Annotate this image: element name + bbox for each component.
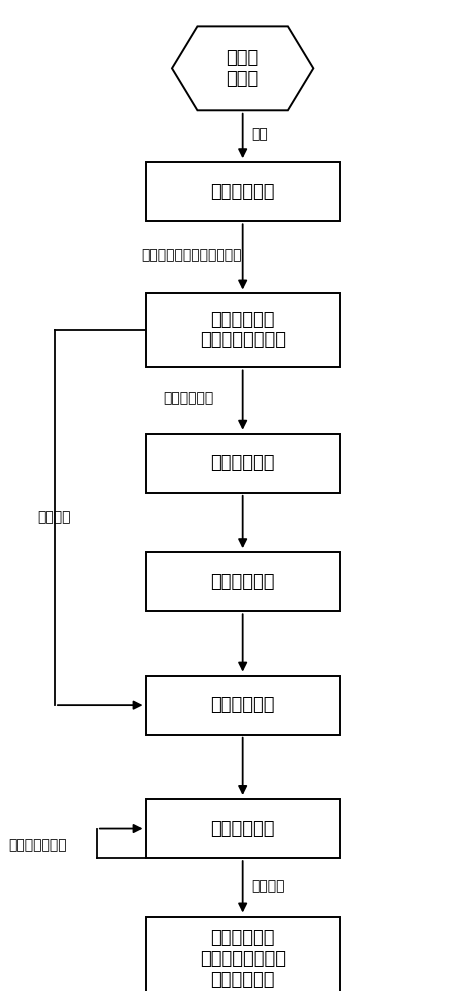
Text: 入口来
车检测: 入口来 车检测 xyxy=(226,49,259,88)
Bar xyxy=(145,162,340,221)
Text: 欠费信息提示: 欠费信息提示 xyxy=(211,454,275,472)
Bar xyxy=(145,676,340,735)
Polygon shape xyxy=(172,26,313,110)
Text: 车辆信息检测: 车辆信息检测 xyxy=(211,183,275,201)
Bar xyxy=(145,434,340,493)
Text: 停车诱导提示: 停车诱导提示 xyxy=(211,573,275,591)
Bar xyxy=(145,799,340,858)
Text: 未离开继续检测: 未离开继续检测 xyxy=(9,838,67,852)
Bar xyxy=(145,552,340,611)
Text: 装卡车辆（固定用户车辆）: 装卡车辆（固定用户车辆） xyxy=(141,248,242,262)
Text: 自动放行车辆: 自动放行车辆 xyxy=(211,696,275,714)
Text: 欠费或黑名单: 欠费或黑名单 xyxy=(163,391,213,405)
Text: 已经离开: 已经离开 xyxy=(252,879,285,893)
Text: 车辆离开检测: 车辆离开检测 xyxy=(211,820,275,838)
Text: 来车: 来车 xyxy=(252,127,268,141)
Text: 固定用户车辆
入口过车记录生成
（处理完成）: 固定用户车辆 入口过车记录生成 （处理完成） xyxy=(200,929,286,989)
Bar xyxy=(145,917,340,1000)
Bar xyxy=(145,293,340,367)
Text: 车辆状态检测
（缴费或黑名单）: 车辆状态检测 （缴费或黑名单） xyxy=(200,311,286,349)
Text: 缴费正常: 缴费正常 xyxy=(37,511,71,525)
